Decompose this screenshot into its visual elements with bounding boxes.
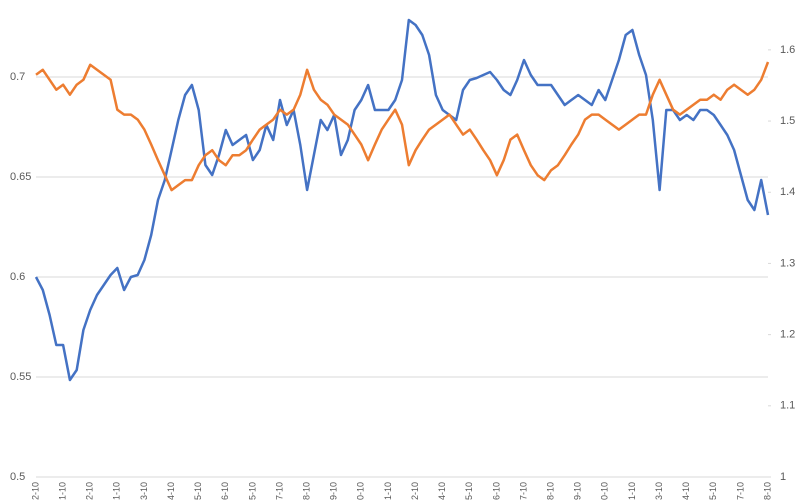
x-tick-label: 5-10 bbox=[247, 482, 257, 500]
x-tick-label: 5-10 bbox=[708, 482, 718, 500]
x-tick-label: 1-10 bbox=[57, 482, 67, 500]
x-tick-label: 8-10 bbox=[762, 482, 772, 500]
x-tick-label: 5-10 bbox=[193, 482, 203, 500]
x-tick-label: 0-10 bbox=[600, 482, 610, 500]
y2-tick-label: 1.5 bbox=[780, 115, 795, 127]
y2-tick-label: 1.2 bbox=[780, 329, 795, 341]
y-tick-label: 0.55 bbox=[10, 371, 31, 383]
x-tick-label: 2-10 bbox=[410, 482, 420, 500]
y2-tick-label: 1.3 bbox=[780, 257, 795, 269]
x-tick-label: 2-10 bbox=[85, 482, 95, 500]
x-tick-label: 7-10 bbox=[274, 482, 284, 500]
x-tick-label: 1-10 bbox=[383, 482, 393, 500]
y-tick-label: 0.6 bbox=[10, 271, 25, 283]
x-tick-label: 7-10 bbox=[735, 482, 745, 500]
x-tick-label: 8-10 bbox=[545, 482, 555, 500]
x-tick-label: 6-10 bbox=[491, 482, 501, 500]
y-tick-label: 0.7 bbox=[10, 71, 25, 83]
y2-tick-label: 1.6 bbox=[780, 44, 795, 56]
x-tick-label: 5-10 bbox=[464, 482, 474, 500]
x-tick-label: 2-10 bbox=[30, 482, 40, 500]
x-tick-label: 3-10 bbox=[139, 482, 149, 500]
x-tick-label: 1-10 bbox=[112, 482, 122, 500]
x-tick-label: 6-10 bbox=[220, 482, 230, 500]
x-tick-label: 9-10 bbox=[573, 482, 583, 500]
x-tick-label: 8-10 bbox=[301, 482, 311, 500]
x-tick-label: 9-10 bbox=[329, 482, 339, 500]
x-tick-label: 4-10 bbox=[437, 482, 447, 500]
x-tick-label: 0-10 bbox=[356, 482, 366, 500]
y-tick-label: 0.65 bbox=[10, 171, 31, 183]
y2-tick-label: 1.1 bbox=[780, 400, 795, 412]
series-line bbox=[34, 18, 770, 382]
y-tick-label: 0.5 bbox=[10, 471, 25, 483]
x-tick-label: 4-10 bbox=[166, 482, 176, 500]
x-tick-label: 7-10 bbox=[518, 482, 528, 500]
y2-tick-label: 1.4 bbox=[780, 186, 795, 198]
series-line bbox=[35, 61, 770, 192]
x-tick-label: 4-10 bbox=[681, 482, 691, 500]
y2-tick-label: 1 bbox=[780, 471, 786, 483]
x-tick-label: 1-10 bbox=[627, 482, 637, 500]
x-tick-label: 3-10 bbox=[654, 482, 664, 500]
